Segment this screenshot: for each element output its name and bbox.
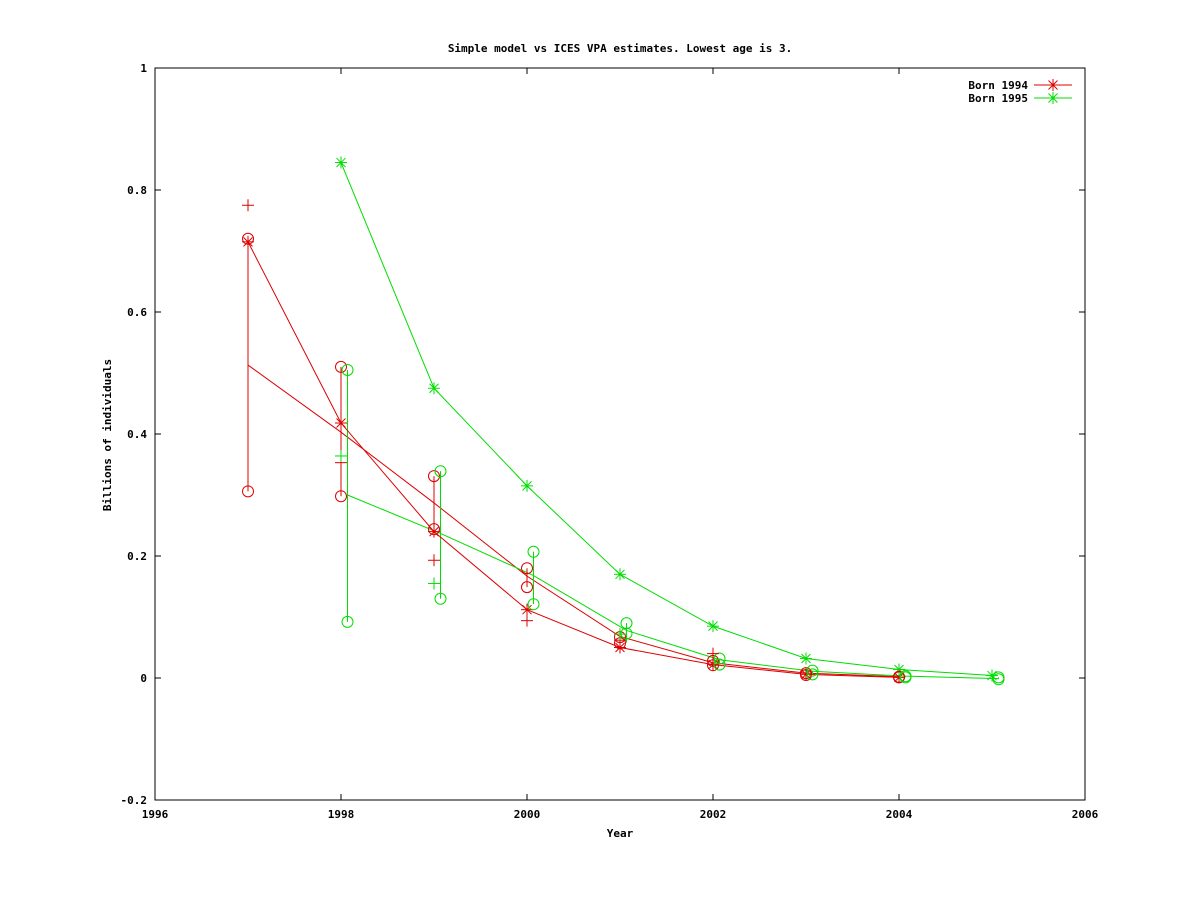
circle-point — [341, 363, 354, 376]
circle-point — [800, 668, 812, 681]
series-point — [335, 417, 347, 430]
series-point — [800, 652, 812, 665]
legend-marker — [1047, 79, 1059, 91]
circle-point — [341, 615, 354, 628]
series-line — [247, 241, 900, 678]
series-point — [428, 382, 440, 395]
circle-point — [527, 545, 540, 558]
series-point — [428, 525, 440, 538]
legend-marker — [1047, 92, 1059, 104]
series-point — [986, 669, 998, 682]
plus-point — [242, 199, 254, 212]
y-tick-label: 1 — [140, 62, 147, 75]
circle-point — [992, 673, 1005, 686]
plus-point — [707, 647, 719, 660]
circle-point — [242, 232, 254, 245]
circle-point — [806, 664, 819, 677]
circle-point — [620, 617, 633, 630]
circle-point — [527, 598, 540, 611]
y-tick-label: -0.2 — [121, 794, 148, 807]
chart-title: Simple model vs ICES VPA estimates. Lowe… — [448, 42, 792, 55]
series-point — [614, 568, 626, 581]
x-tick-label: 2000 — [514, 808, 541, 821]
y-tick-label: 0.8 — [127, 184, 147, 197]
model-line — [347, 494, 999, 680]
circle-point — [521, 581, 533, 594]
x-tick-label: 1998 — [328, 808, 355, 821]
series-line — [340, 162, 993, 677]
circle-point — [335, 490, 347, 503]
plus-point — [614, 628, 626, 641]
legend-label: Born 1995 — [968, 92, 1028, 105]
circle-point — [434, 465, 447, 478]
circle-point — [713, 652, 726, 665]
x-tick-label: 2002 — [700, 808, 727, 821]
x-tick-label: 2004 — [886, 808, 913, 821]
circle-point — [428, 523, 440, 536]
circle-point — [899, 671, 912, 684]
circle-point — [242, 485, 254, 498]
series-point — [521, 603, 533, 616]
model-line — [247, 364, 900, 678]
y-tick-label: 0.2 — [127, 550, 147, 563]
series-point — [521, 479, 533, 492]
y-tick-label: 0.6 — [127, 306, 147, 319]
plot-frame — [154, 67, 1086, 801]
plus-point — [335, 449, 347, 462]
series-point — [335, 156, 347, 169]
legend-label: Born 1994 — [968, 79, 1028, 92]
circle-point — [620, 627, 633, 640]
axes: 1996 1998 2000 2002 2004 2006 -0.2 0 0.2 0.4 0.6 0.… — [121, 62, 1099, 821]
plus-point — [428, 577, 440, 590]
circle-point — [335, 360, 347, 373]
x-tick-label: 2006 — [1072, 808, 1099, 821]
x-tick-label: 1996 — [142, 808, 169, 821]
circle-point — [707, 659, 719, 672]
circle-point — [893, 671, 905, 684]
y-tick-label: 0 — [140, 672, 147, 685]
circle-point — [713, 658, 726, 671]
plus-point — [428, 554, 440, 567]
y-axis-label: Billions of individuals — [101, 359, 114, 511]
circle-point — [428, 470, 440, 483]
circle-point — [434, 592, 447, 605]
circle-point — [521, 562, 533, 575]
series-point — [707, 620, 719, 633]
y-tick-label: 0.4 — [127, 428, 147, 441]
x-axis-label: Year — [607, 827, 634, 840]
plus-point — [521, 614, 533, 627]
plot-area — [242, 156, 1005, 686]
circle-point — [806, 668, 819, 681]
